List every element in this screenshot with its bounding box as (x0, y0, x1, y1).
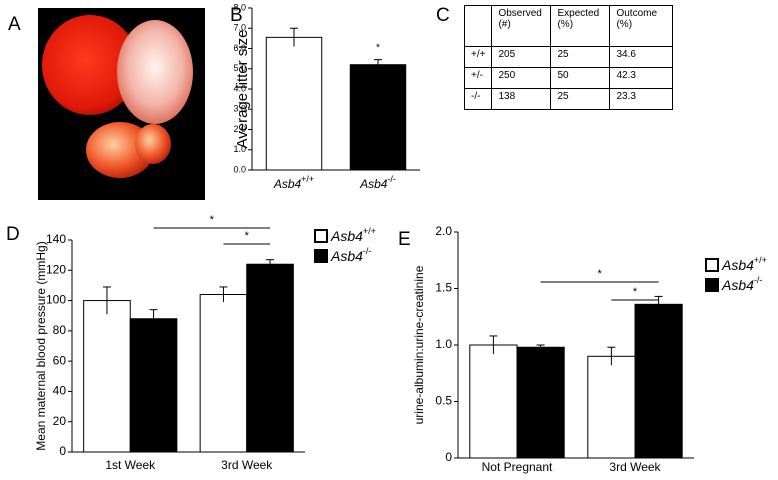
panel-label: C (436, 5, 450, 26)
x-tick-label: 1st Week (105, 458, 156, 472)
y-tick-label: 0.5 (435, 394, 452, 408)
y-tick-label: 4.0 (233, 83, 246, 93)
y-tick-label: 60 (53, 353, 67, 367)
y-tick-label: 80 (53, 323, 67, 337)
legend-swatch (705, 258, 719, 272)
y-tick-label: 120 (46, 262, 66, 276)
error-bar (374, 59, 382, 70)
y-axis-label: Mean maternal blood pressure (mmHg) (34, 241, 48, 450)
y-tick-label: 1.0 (233, 144, 246, 154)
error-bar (266, 259, 275, 269)
bar (129, 318, 178, 453)
x-tick-label: Not Pregnant (482, 460, 553, 474)
y-tick-label: 7.0 (233, 23, 246, 33)
legend-label: Asb4-/- (330, 246, 371, 263)
error-bar (102, 286, 111, 315)
legend-label: Asb4+/+ (330, 226, 376, 243)
y-tick-label: 5.0 (233, 63, 246, 73)
panel-label: A (8, 14, 21, 35)
header-cell (463, 5, 493, 47)
significance: * (245, 230, 250, 242)
header-cell: Expected (%) (550, 5, 611, 47)
bar (634, 303, 683, 459)
y-tick-label: 3.0 (233, 104, 246, 114)
legend-label: Asb4+/+ (721, 255, 767, 272)
error-bar (219, 286, 228, 303)
table-cell: 23.3 (609, 88, 674, 110)
legend-swatch (314, 229, 328, 243)
error-bar (489, 335, 498, 355)
table-cell: 25 (550, 88, 611, 110)
y-tick-label: 140 (46, 232, 66, 246)
table-cell: -/- (463, 88, 493, 110)
header-cell: Outcome (%) (609, 5, 674, 47)
y-tick-label: 0 (445, 450, 452, 464)
table-cell: +/+ (463, 46, 493, 68)
x-tick-label: 3rd Week (221, 458, 273, 472)
significance: * (210, 214, 215, 226)
error-bar (149, 309, 158, 328)
bar (265, 36, 323, 171)
y-tick-label: 100 (46, 293, 66, 307)
y-tick-label: 8.0 (233, 2, 246, 12)
panel-label: E (398, 229, 411, 250)
table-cell: 138 (491, 88, 552, 110)
table-cell: +/- (463, 67, 493, 89)
y-tick-label: 6.0 (233, 43, 246, 53)
table-cell: 34.6 (609, 46, 674, 68)
bar (199, 294, 248, 453)
bar (587, 355, 636, 459)
bar (469, 344, 518, 459)
y-tick-label: 40 (53, 384, 67, 398)
significance: * (597, 268, 602, 280)
y-tick-label: 2.0 (233, 124, 246, 134)
panel-label: B (230, 5, 243, 26)
x-tick-label: 3rd Week (609, 460, 661, 474)
legend-label: Asb4-/- (721, 275, 762, 292)
bar (349, 64, 407, 171)
y-tick-label: 1.5 (435, 281, 452, 295)
x-tick-label: Asb4+/+ (273, 174, 314, 191)
significance: * (633, 286, 638, 298)
x-tick-label: Asb4-/- (359, 174, 396, 191)
genotype-table: Observed (#) Expected (%) Outcome (%) +/… (463, 5, 674, 110)
error-bar (536, 344, 545, 350)
y-tick-label: 20 (53, 414, 67, 428)
error-bar (607, 346, 616, 366)
bar (516, 346, 565, 459)
panel-label: D (6, 224, 20, 245)
legend-swatch (705, 278, 719, 292)
table-cell: 250 (491, 67, 552, 89)
bar (83, 300, 131, 453)
y-axis-label: Average litter size (234, 30, 251, 149)
photo (38, 8, 205, 200)
y-tick-label: 0 (59, 444, 66, 458)
header-cell: Observed (#) (491, 5, 552, 47)
y-axis-label: urine-albumin:urine-creatinine (412, 265, 426, 424)
error-bar (290, 27, 298, 47)
legend-swatch (314, 249, 328, 263)
bar (246, 263, 294, 453)
y-tick-label: 1.0 (435, 337, 452, 351)
table-cell: 205 (491, 46, 552, 68)
table-cell: 42.3 (609, 67, 674, 89)
y-tick-label: 2.0 (435, 224, 452, 238)
significance: * (376, 43, 380, 54)
table-cell: 25 (550, 46, 611, 68)
y-tick-label: 0.0 (233, 164, 246, 174)
table-cell: 50 (550, 67, 611, 89)
